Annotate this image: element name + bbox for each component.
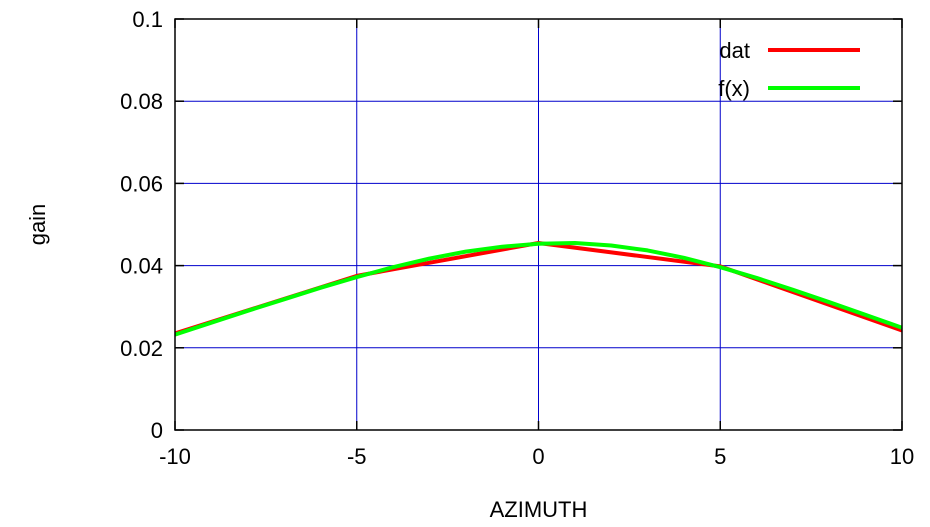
legend: dat f(x): [718, 38, 860, 101]
y-tick-label: 0.08: [120, 89, 163, 114]
series-layer: [174, 241, 903, 337]
series-line-fx: [174, 241, 903, 337]
grid: [175, 19, 902, 430]
y-tick-label: 0.04: [120, 254, 163, 279]
y-axis-label: gain: [25, 204, 50, 246]
x-tick-label: 0: [532, 444, 544, 469]
y-tick-label: 0.02: [120, 336, 163, 361]
legend-label: dat: [719, 38, 750, 63]
x-axis-label: AZIMUTH: [490, 497, 588, 522]
x-tick-label: 5: [714, 444, 726, 469]
y-tick-label: 0.1: [132, 7, 163, 32]
legend-label: f(x): [718, 76, 750, 101]
y-tick-label: 0: [151, 418, 163, 443]
x-tick-label: 10: [890, 444, 914, 469]
y-axis-ticks: 0 0.02 0.04 0.06 0.08 0.1: [120, 7, 902, 443]
x-tick-label: -5: [347, 444, 367, 469]
y-tick-label: 0.06: [120, 171, 163, 196]
x-tick-label: -10: [159, 444, 191, 469]
x-axis-ticks: -10 -5 0 5 10: [159, 19, 914, 469]
